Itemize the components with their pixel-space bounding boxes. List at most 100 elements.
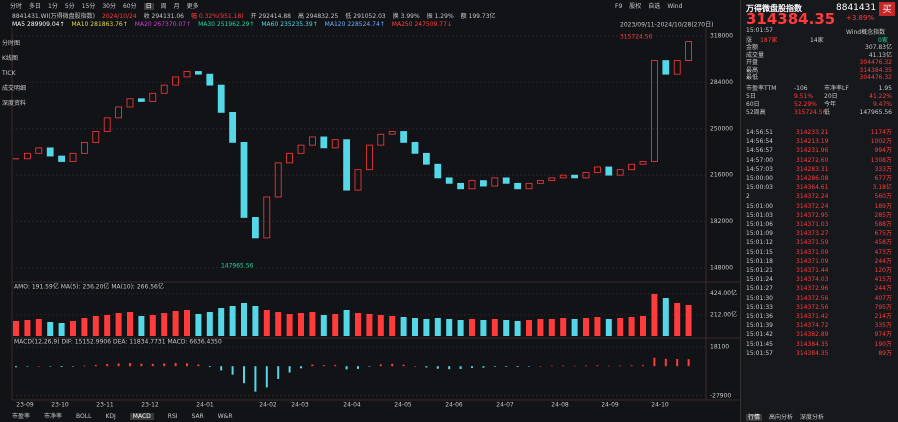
- indicator-tab[interactable]: W&R: [217, 413, 233, 420]
- info-item: 8841431.WI(万得微盘股指数): [12, 13, 96, 20]
- period-tab[interactable]: 更多: [186, 3, 199, 10]
- candle: [548, 177, 556, 182]
- tick-row: 15:01:03 314372.95 285万: [746, 211, 892, 220]
- bar: [206, 312, 213, 336]
- bar: [311, 364, 314, 367]
- tick-row: 14:56:57 314231.96 994万: [746, 146, 892, 155]
- indicator-tab[interactable]: KDJ: [105, 413, 116, 420]
- bar: [60, 366, 63, 368]
- tick-row-cell: 314373.27: [796, 230, 829, 238]
- ratio-row-cell: -106: [794, 84, 808, 92]
- chart-area: 2023/09/11-2024/10/28(270日) 318000 284000…: [11, 21, 740, 409]
- concept: Wind概念指数: [846, 29, 886, 36]
- bar: [161, 313, 168, 336]
- stat-row: 开盘 304476.32: [746, 58, 892, 67]
- period-tab[interactable]: 分时: [10, 3, 23, 10]
- tick-row-cell: 314372.56: [796, 294, 829, 302]
- period-tab[interactable]: 1分: [48, 3, 58, 10]
- y-tick-label: 250000: [710, 125, 733, 132]
- bar: [685, 305, 692, 336]
- tick-row: 15:00:00 314286.08 677万: [746, 174, 892, 183]
- tick-row-cell: 314384.35: [796, 349, 829, 357]
- tick-row-cell: 314371.09: [796, 257, 829, 265]
- tick-row-cell: 2: [746, 193, 750, 201]
- period-tab[interactable]: 多日: [29, 3, 42, 10]
- bar: [345, 366, 348, 370]
- tick-row-cell: 15:01:57: [746, 349, 773, 357]
- bar: [482, 366, 485, 368]
- bar: [208, 366, 211, 368]
- bar: [24, 320, 31, 336]
- period-tab[interactable]: 日: [143, 3, 154, 10]
- indicator-tab[interactable]: 市盈率: [12, 413, 31, 420]
- bar: [448, 366, 451, 370]
- indicator-tab[interactable]: BOLL: [76, 413, 92, 420]
- period-tab[interactable]: 周: [160, 3, 167, 10]
- ma-item: MA10 281863.76↑: [71, 21, 128, 28]
- indicator-tab[interactable]: RSI: [167, 413, 178, 420]
- period-tab[interactable]: 5分: [64, 3, 75, 10]
- tick-row: 14:57:03 314283.31 333万: [746, 165, 892, 174]
- tick-row-cell: 314371.59: [796, 239, 829, 247]
- bar: [138, 316, 145, 336]
- bar: [174, 363, 177, 367]
- tick-row-cell: 994万: [874, 147, 892, 155]
- candle: [377, 133, 385, 146]
- side-tab[interactable]: 成交明细: [0, 85, 26, 92]
- indicator-tab[interactable]: MACD: [129, 413, 154, 420]
- bar: [172, 311, 179, 336]
- ratio-row-cell: 低: [824, 108, 831, 116]
- panel-tab[interactable]: 高向分析: [769, 414, 794, 421]
- buy-button[interactable]: 买: [879, 2, 895, 16]
- bar: [391, 363, 394, 367]
- y-tick-label: 424.00亿: [710, 289, 737, 297]
- panel-tab[interactable]: 深度分析: [800, 414, 825, 421]
- y-tick-label: 182000: [710, 218, 733, 225]
- stat-row-cell: 最高: [746, 66, 759, 74]
- tick-row-cell: 314372.56: [796, 303, 829, 311]
- panel-tab[interactable]: 行情: [746, 414, 763, 421]
- bar: [332, 314, 339, 336]
- tick-row: 14:57:00 314272.60 1308万: [746, 156, 892, 165]
- ratio-row-cell: 1.95: [878, 84, 892, 92]
- bar: [662, 298, 669, 336]
- info-line: 8841431.WI(万得微盘股指数) 2024/10/24 收 294131.06…: [12, 11, 503, 20]
- tick-row-cell: 15:01:12: [746, 239, 773, 247]
- toolbar-button[interactable]: 股权: [629, 3, 642, 10]
- side-tab[interactable]: K线图: [2, 55, 18, 62]
- side-tab[interactable]: 分时图: [2, 40, 21, 47]
- candle: [445, 177, 453, 184]
- toolbar-button[interactable]: F9: [615, 3, 623, 10]
- bar: [514, 321, 521, 336]
- bar: [320, 315, 327, 336]
- candle: [502, 177, 510, 184]
- y-tick-label: 284000: [710, 79, 733, 86]
- period-tab[interactable]: 30分: [102, 3, 116, 10]
- indicator-tab[interactable]: SAR: [191, 413, 204, 420]
- toolbar-button[interactable]: Wind: [667, 3, 683, 10]
- side-tab[interactable]: TICK: [2, 70, 16, 77]
- period-tab[interactable]: 月: [173, 3, 180, 10]
- candle: [251, 217, 259, 239]
- bar: [13, 321, 19, 336]
- ratio-row: 市盈率TTM -106 市净率LF 1.95: [746, 84, 892, 93]
- bar: [493, 366, 496, 367]
- period-tab[interactable]: 15分: [81, 3, 96, 10]
- candle: [160, 84, 168, 94]
- bar: [457, 320, 464, 336]
- bar: [254, 366, 257, 392]
- panel-tabs: 行情 高向分析 深度分析: [746, 412, 831, 421]
- bar: [389, 316, 396, 336]
- candle: [206, 73, 214, 86]
- bar: [26, 366, 29, 367]
- indicator-tab[interactable]: 市净率: [44, 413, 63, 420]
- toolbar-button[interactable]: 自选: [648, 3, 661, 10]
- side-tab[interactable]: 深度资料: [0, 100, 26, 107]
- macd_chart-title: MACD(12,26,9) DIF: 15152.9906 DEA: 11834…: [14, 339, 222, 346]
- bar: [571, 319, 578, 336]
- tick-row-cell: 14:56:51: [746, 129, 773, 136]
- ratio-row-cell: 147965.56: [859, 108, 892, 116]
- period-tab[interactable]: 60分: [122, 3, 137, 10]
- candle: [331, 139, 339, 149]
